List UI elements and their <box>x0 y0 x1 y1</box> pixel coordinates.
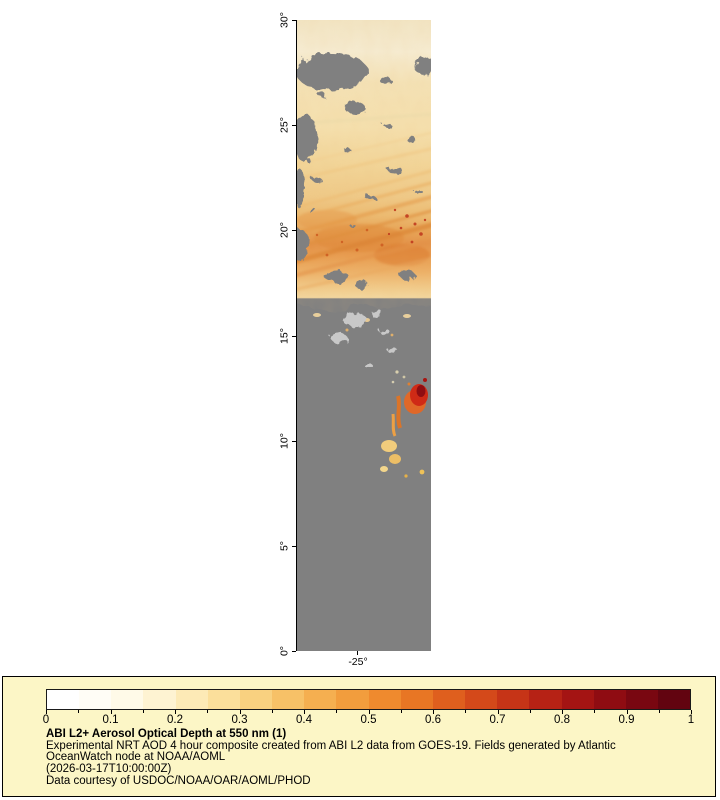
colorbar-segment <box>497 690 530 709</box>
colorbar-tick-label: 0.3 <box>231 714 248 726</box>
lat-tick-label: 25° <box>278 117 291 134</box>
colorbar-tick-mark <box>336 710 338 713</box>
aod-map-image <box>297 20 431 651</box>
colorbar-segment <box>207 690 240 709</box>
lat-tick-mark <box>292 230 296 232</box>
colorbar-segment <box>657 690 691 709</box>
colorbar-tick-mark <box>304 710 305 714</box>
colorbar <box>46 689 691 710</box>
lat-tick-label: 15° <box>278 327 291 344</box>
high-aod-specks <box>315 208 427 257</box>
lat-tick-mark <box>292 335 296 337</box>
map-strip <box>296 20 431 651</box>
colorbar-tick-mark <box>562 710 563 714</box>
colorbar-tick-label: 0.1 <box>102 714 119 726</box>
lat-tick-mark <box>292 440 296 442</box>
colorbar-tick-mark <box>271 710 273 713</box>
caption: ABI L2+ Aerosol Optical Depth at 550 nm … <box>46 728 678 788</box>
colorbar-segment <box>304 690 337 709</box>
colorbar-segment <box>432 690 466 709</box>
colorbar-segment <box>272 690 305 709</box>
colorbar-tick-label: 0 <box>42 714 50 726</box>
colorbar-tick-mark <box>142 710 144 713</box>
lat-tick-mark <box>292 125 296 127</box>
lon-tick-mark <box>357 651 358 655</box>
colorbar-tick-mark <box>110 710 112 714</box>
colorbar-segment <box>47 690 80 709</box>
plot-area: -25° 30° 25° 20° 15° 10° 5° 0° <box>278 12 431 668</box>
colorbar-tick-mark <box>239 710 241 714</box>
legend-panel: 0 0.1 0.2 0.3 0.4 0.5 0.6 0.7 0.8 0.9 1 ABI L2+ Ae… <box>2 676 716 797</box>
lat-tick-label: 10° <box>278 432 291 449</box>
colorbar-segment <box>143 690 176 709</box>
colorbar-segment <box>400 690 433 709</box>
colorbar-segment <box>336 690 369 709</box>
colorbar-tick-label: 1 <box>687 714 695 726</box>
colorbar-segment <box>79 690 112 709</box>
colorbar-tick-label: 0.4 <box>296 714 312 726</box>
gray-patches <box>297 53 431 289</box>
colorbar-tick-mark <box>433 710 434 714</box>
colorbar-segment <box>529 690 562 709</box>
colorbar-tick-mark <box>658 710 660 713</box>
no-data-region <box>297 302 431 651</box>
colorbar-tick-mark <box>691 710 692 714</box>
colorbar-tick-mark <box>368 710 370 714</box>
colorbar-segment <box>111 690 144 709</box>
lat-tick-mark <box>292 20 296 21</box>
colorbar-tick-mark <box>78 710 80 713</box>
colorbar-tick-label: 0.5 <box>360 714 377 726</box>
colorbar-segment <box>175 690 208 709</box>
colorbar-tick-mark <box>465 710 467 713</box>
colorbar-segment <box>239 690 273 709</box>
caption-title: ABI L2+ Aerosol Optical Depth at 550 nm … <box>46 728 287 740</box>
colorbar-tick-label: 0.2 <box>167 714 183 726</box>
cloud-patches <box>331 310 397 369</box>
colorbar-tick-mark <box>497 710 499 714</box>
colorbar-tick-label: 0.7 <box>489 714 506 726</box>
colorbar-segment <box>465 690 498 709</box>
colorbar-segment <box>593 690 626 709</box>
colorbar-tick-mark <box>594 710 596 713</box>
lat-tick-label: 5° <box>278 540 291 551</box>
colorbar-tick-label: 0.9 <box>618 714 635 726</box>
colorbar-tick-label: 0.6 <box>425 714 441 726</box>
lat-tick-label: 30° <box>278 12 291 28</box>
colorbar-segment <box>368 690 401 709</box>
colorbar-tick-mark <box>529 710 531 713</box>
colorbar-tick-mark <box>207 710 209 713</box>
lat-tick-mark <box>292 651 296 653</box>
colorbar-tick-mark <box>626 710 628 714</box>
colorbar-segment <box>561 690 594 709</box>
boundary-specks <box>313 313 411 337</box>
lat-tick-label: 0° <box>278 646 291 657</box>
lat-tick-label: 20° <box>278 222 291 239</box>
lon-tick-label: -25° <box>348 656 368 668</box>
caption-timestamp: (2026-03-17T10:00:00Z) <box>46 763 172 776</box>
caption-description: Experimental NRT AOD 4 hour composite cr… <box>46 739 616 764</box>
lat-tick-mark <box>292 545 296 547</box>
colorbar-tick-mark <box>400 710 402 713</box>
colorbar-segment <box>625 690 658 709</box>
colorbar-tick-label: 0.8 <box>554 714 570 726</box>
colorbar-tick-mark <box>46 710 47 714</box>
caption-credit: Data courtesy of USDOC/NOAA/OAR/AOML/PHO… <box>46 774 311 787</box>
colorbar-tick-mark <box>175 710 176 714</box>
southern-aod-features <box>380 370 428 478</box>
plume-streaks <box>297 112 431 291</box>
